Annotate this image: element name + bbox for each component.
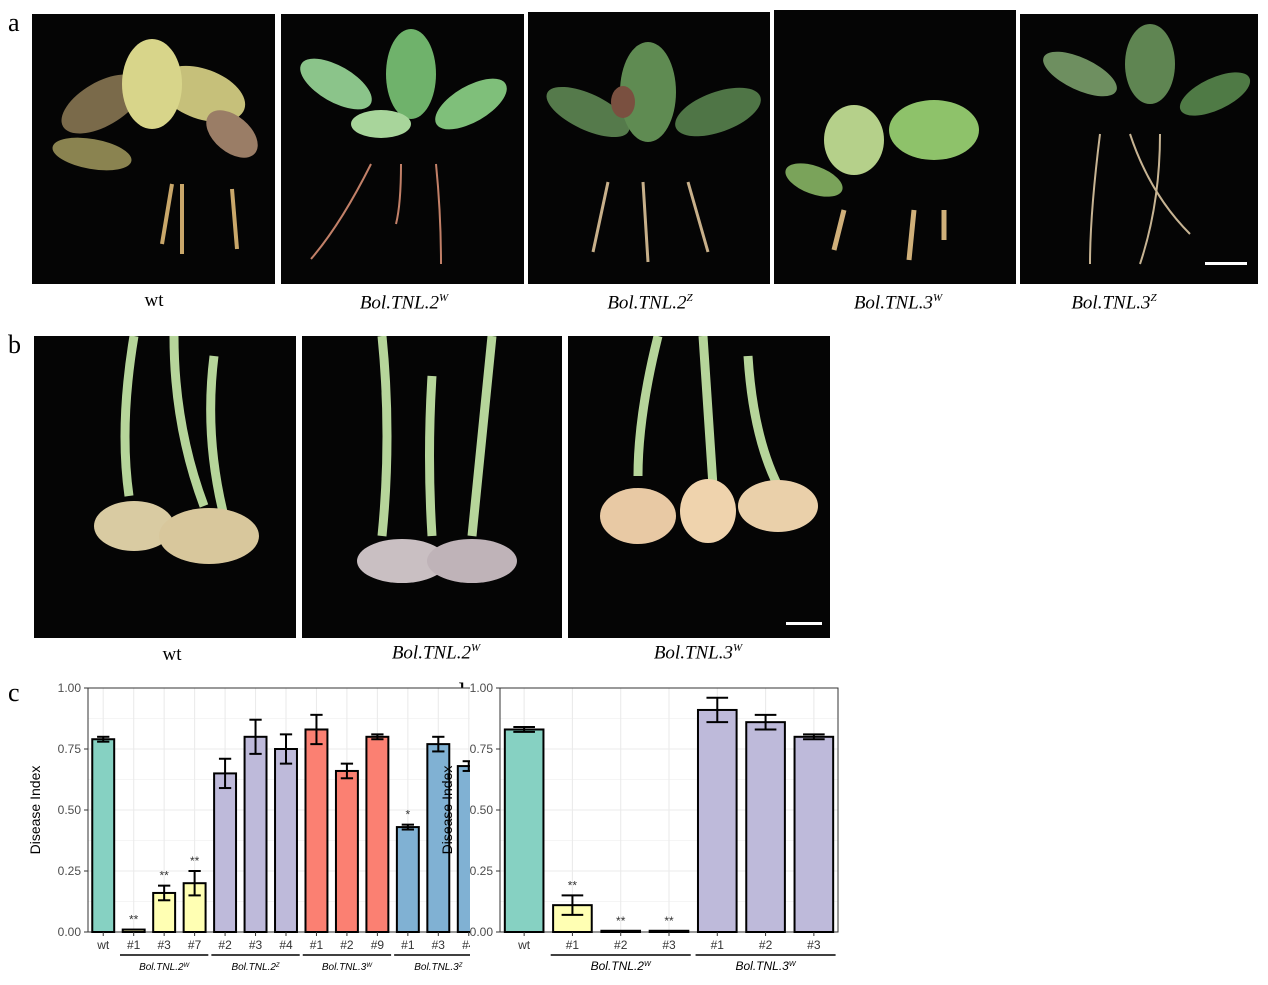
y-tick-label: 0.25: [58, 864, 82, 878]
caption-a-tnl3w: Bol.TNL.3W: [853, 292, 943, 314]
caption-b-tnl2w: Bol.TNL.2W: [391, 642, 481, 664]
significance-label: **: [159, 869, 169, 883]
y-axis-label: Disease Index: [30, 766, 43, 855]
group-label: Bol.TNL.3Z: [414, 962, 462, 973]
significance-label: **: [190, 854, 200, 868]
x-tick-label: #3: [249, 938, 263, 952]
y-tick-label: 0.25: [470, 864, 494, 878]
root-illustration: [94, 336, 259, 564]
group-label: Bol.TNL.2W: [139, 962, 190, 973]
group-label: Bol.TNL.2Z: [231, 962, 279, 973]
x-tick-label: wt: [517, 938, 531, 952]
x-tick-label: #7: [188, 938, 202, 952]
bar: [304, 728, 329, 934]
y-axis-label: Disease Index: [442, 766, 455, 855]
significance-label: *: [406, 808, 411, 822]
root-illustration: [600, 336, 818, 544]
y-tick-label: 1.00: [58, 682, 82, 695]
bar: [745, 721, 786, 933]
group-label-superscript: W: [644, 959, 652, 968]
plant-illustration: [300, 29, 507, 265]
y-tick-label: 0.00: [470, 925, 494, 939]
bar: [600, 929, 642, 933]
photo-b-tnl2w: [302, 336, 562, 638]
panel-letter-a: a: [8, 8, 20, 37]
x-tick-label: wt: [96, 938, 110, 952]
panel-letter-b: b: [8, 330, 21, 359]
y-tick-label: 0.75: [58, 742, 82, 756]
photo-a-tnl3w: [774, 10, 1016, 284]
x-tick-label: #1: [711, 938, 725, 952]
significance-label: **: [616, 914, 626, 928]
x-tick-label: #2: [340, 938, 354, 952]
bar: [793, 735, 835, 933]
photo-b-tnl3w: [568, 336, 830, 638]
bar: [395, 826, 420, 933]
group-label-superscript: W: [789, 959, 797, 968]
x-tick-label: #1: [401, 938, 415, 952]
plant-illustration: [785, 100, 979, 261]
plant-illustration: [52, 39, 258, 254]
significance-label: **: [568, 878, 578, 892]
x-tick-label: #3: [432, 938, 446, 952]
bar: [365, 735, 390, 933]
group-label-superscript: Z: [275, 963, 280, 969]
bar: [121, 928, 146, 933]
caption-a-tnl2w: Bol.TNL.2W: [359, 292, 449, 314]
caption-a-wt: wt: [144, 290, 164, 311]
x-tick-label: #2: [218, 938, 232, 952]
x-tick-label: #2: [759, 938, 773, 952]
significance-label: **: [129, 913, 139, 927]
photo-a-wt: [32, 14, 275, 284]
x-tick-label: #1: [310, 938, 324, 952]
y-tick-label: 1.00: [470, 682, 494, 695]
photo-a-tnl2w: [281, 14, 524, 284]
chart-c: 0.00 0.25 0.50 0.75 1.00 Disease Index wt ** #1 *…: [30, 682, 470, 973]
caption-b-tnl3w: Bol.TNL.3W: [653, 642, 743, 664]
y-tick-label: 0.50: [470, 803, 494, 817]
x-tick-label: #1: [127, 938, 141, 952]
y-tick-label: 0.50: [58, 803, 82, 817]
root-illustration: [357, 336, 517, 583]
x-tick-label: #1: [566, 938, 580, 952]
x-tick-label: #4: [279, 938, 293, 952]
x-tick-label: #4: [462, 938, 470, 952]
bar: [213, 772, 238, 934]
group-label: Bol.TNL.3W: [322, 962, 373, 973]
x-tick-label: #3: [807, 938, 821, 952]
significance-label: **: [664, 914, 674, 928]
caption-b-wt: wt: [162, 644, 182, 665]
panel-letter-c: c: [8, 678, 20, 707]
photo-b-wt: [34, 336, 296, 638]
x-tick-label: #3: [157, 938, 171, 952]
bar: [696, 708, 738, 933]
x-tick-label: #3: [662, 938, 676, 952]
plant-illustration: [546, 42, 761, 263]
bar: [648, 929, 690, 933]
scale-bar-a: [1205, 262, 1247, 265]
chart-d: 0.00 0.25 0.50 0.75 1.00 Disease Index wt ** #1 *…: [442, 682, 839, 974]
caption-a-tnl2z: Bol.TNL.2Z: [607, 292, 693, 314]
group-label: Bol.TNL.3W: [735, 959, 796, 974]
photo-a-tnl3z: [1020, 14, 1258, 284]
plant-illustration: [1043, 24, 1251, 265]
bar: [274, 748, 298, 933]
bar: [334, 769, 359, 933]
group-label-superscript: Z: [458, 963, 463, 969]
photo-a-tnl2z: [528, 12, 770, 284]
y-tick-label: 0.00: [58, 925, 82, 939]
y-tick-label: 0.75: [470, 742, 494, 756]
bar: [503, 728, 545, 934]
x-tick-label: #2: [614, 938, 628, 952]
x-tick-label: #9: [371, 938, 385, 952]
scale-bar-b: [786, 622, 822, 625]
caption-a-tnl3z: Bol.TNL.3Z: [1071, 292, 1157, 314]
group-label-superscript: W: [184, 963, 191, 969]
bar: [243, 735, 268, 933]
group-label: Bol.TNL.2W: [591, 959, 652, 974]
bar: [91, 738, 116, 933]
group-label-superscript: W: [366, 963, 373, 969]
